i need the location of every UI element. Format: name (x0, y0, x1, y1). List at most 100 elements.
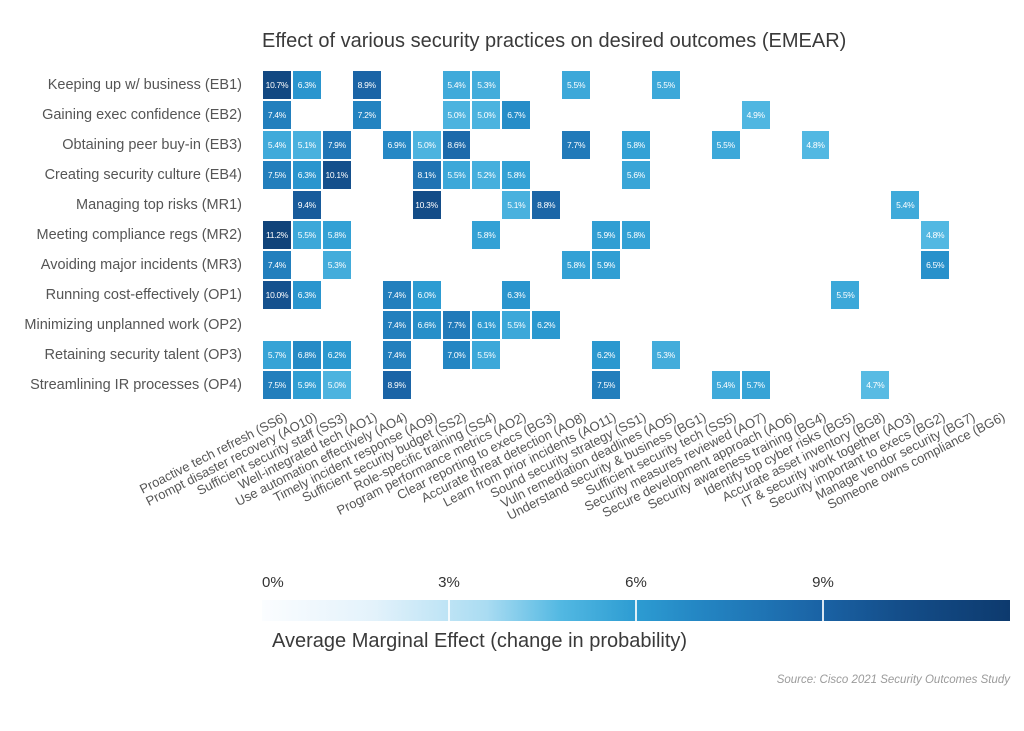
heatmap-cell: 5.2% (472, 161, 501, 189)
heatmap-cell: 4.9% (741, 101, 770, 129)
heatmap-cell: 8.6% (442, 131, 471, 159)
heatmap-cell: 8.1% (412, 161, 441, 189)
heatmap-cell: 5.4% (891, 191, 920, 219)
heatmap-cell: 5.5% (442, 161, 471, 189)
heatmap-cell: 5.9% (292, 371, 321, 399)
heatmap-cell: 10.7% (263, 71, 291, 99)
heatmap-cell: 5.5% (292, 221, 321, 249)
heatmap-cell: 4.7% (861, 371, 890, 399)
legend-tick-label: 0% (262, 574, 284, 591)
heatmap-cell: 7.0% (442, 341, 471, 369)
heatmap-cell: 5.8% (502, 161, 531, 189)
heatmap-cell: 6.1% (472, 311, 501, 339)
row-label: Streamlining IR processes (OP4) (30, 377, 242, 393)
heatmap-cell: 7.4% (382, 281, 411, 309)
heatmap-cell: 5.0% (322, 371, 351, 399)
heatmap-cell: 5.1% (292, 131, 321, 159)
heatmap-cell: 7.4% (263, 251, 291, 279)
heatmap-cell: 4.8% (801, 131, 830, 159)
heatmap-cell: 6.9% (382, 131, 411, 159)
heatmap-cell: 5.9% (592, 251, 621, 279)
heatmap-cell: 6.0% (412, 281, 441, 309)
heatmap-cell: 6.6% (412, 311, 441, 339)
heatmap-cell: 6.3% (502, 281, 531, 309)
legend-tick-mark (448, 600, 450, 621)
heatmap-cell: 7.5% (263, 161, 291, 189)
row-label: Creating security culture (EB4) (44, 167, 242, 183)
legend-gradient-bar (262, 600, 1010, 621)
heatmap-cell: 7.4% (263, 101, 291, 129)
heatmap-cell: 5.0% (442, 101, 471, 129)
heatmap-cell: 5.7% (263, 341, 291, 369)
row-label: Gaining exec confidence (EB2) (42, 107, 242, 123)
heatmap-cell: 7.4% (382, 341, 411, 369)
heatmap-cell: 5.9% (592, 221, 621, 249)
heatmap-cell: 6.3% (292, 71, 321, 99)
row-label: Keeping up w/ business (EB1) (47, 77, 242, 93)
y-axis-labels: Keeping up w/ business (EB1) Gaining exec… (0, 70, 252, 400)
legend-tick-label: 3% (438, 574, 460, 591)
heatmap-cell: 5.4% (711, 371, 740, 399)
row-label: Meeting compliance regs (MR2) (36, 227, 243, 243)
heatmap-cell: 6.3% (292, 161, 321, 189)
heatmap-cell: 5.8% (562, 251, 591, 279)
heatmap-cell: 6.3% (292, 281, 321, 309)
heatmap-cell: 5.5% (651, 71, 680, 99)
heatmap-cell: 5.3% (651, 341, 680, 369)
heatmap-cell: 10.1% (322, 161, 351, 189)
row-label: Minimizing unplanned work (OP2) (24, 317, 242, 333)
heatmap-cell: 7.5% (263, 371, 291, 399)
heatmap-cell: 5.0% (472, 101, 501, 129)
heatmap-cell: 8.9% (352, 71, 381, 99)
heatmap-cell: 5.7% (741, 371, 770, 399)
heatmap-grid: 10.7% 6.3% 8.9% 5.4% 5.3% 5.5% 5.5% 7.4% 7.2% 5.0… (262, 70, 1010, 400)
heatmap-cell: 5.8% (622, 221, 650, 249)
heatmap-cell: 5.6% (622, 161, 650, 189)
row-label: Avoiding major incidents (MR3) (40, 257, 242, 273)
heatmap-cell: 5.4% (263, 131, 291, 159)
heatmap-cell: 7.7% (442, 311, 471, 339)
heatmap-cell: 5.8% (472, 221, 501, 249)
legend-tick-label: 6% (625, 574, 647, 591)
legend-tick-mark (822, 600, 824, 621)
row-label: Running cost-effectively (OP1) (45, 287, 242, 303)
heatmap-cell: 8.9% (382, 371, 411, 399)
heatmap-cell: 7.7% (562, 131, 591, 159)
heatmap-cell: 5.3% (322, 251, 351, 279)
legend-caption: Average Marginal Effect (change in proba… (272, 630, 688, 652)
source-note: Source: Cisco 2021 Security Outcomes Stu… (776, 674, 1010, 686)
heatmap-cell: 10.3% (412, 191, 441, 219)
legend-tick-labels: 0% 3% 6% 9% (262, 574, 1010, 594)
heatmap-cell: 7.5% (592, 371, 621, 399)
legend-tick-label: 9% (812, 574, 834, 591)
row-label: Managing top risks (MR1) (76, 197, 242, 213)
heatmap-cell: 5.8% (322, 221, 351, 249)
heatmap-cell: 7.4% (382, 311, 411, 339)
heatmap-cell: 5.0% (412, 131, 441, 159)
heatmap-cell: 5.4% (442, 71, 471, 99)
heatmap-cell: 6.2% (592, 341, 621, 369)
heatmap-cell: 6.2% (532, 311, 561, 339)
heatmap-cell: 5.8% (622, 131, 650, 159)
heatmap-cell: 6.2% (322, 341, 351, 369)
heatmap-cell: 5.5% (711, 131, 740, 159)
heatmap-cell: 7.9% (322, 131, 351, 159)
heatmap-cell: 5.5% (472, 341, 501, 369)
heatmap-cell: 5.3% (472, 71, 501, 99)
heatmap-cell: 6.8% (292, 341, 321, 369)
heatmap-cell: 5.5% (562, 71, 591, 99)
heatmap-cell: 5.1% (502, 191, 531, 219)
row-label: Obtaining peer buy-in (EB3) (62, 137, 242, 153)
heatmap-cell: 5.5% (831, 281, 860, 309)
heatmap-cell: 5.5% (502, 311, 531, 339)
heatmap-cell: 10.0% (263, 281, 291, 309)
heatmap-cell: 9.4% (292, 191, 321, 219)
heatmap-cell: 11.2% (263, 221, 291, 249)
row-label: Retaining security talent (OP3) (44, 347, 242, 363)
heatmap-cell: 4.8% (921, 221, 950, 249)
heatmap-cell: 7.2% (352, 101, 381, 129)
x-axis-labels: Proactive tech refresh (SS6) Prompt disas… (137, 400, 1010, 600)
legend-tick-mark (635, 600, 637, 621)
heatmap-cell: 6.7% (502, 101, 531, 129)
